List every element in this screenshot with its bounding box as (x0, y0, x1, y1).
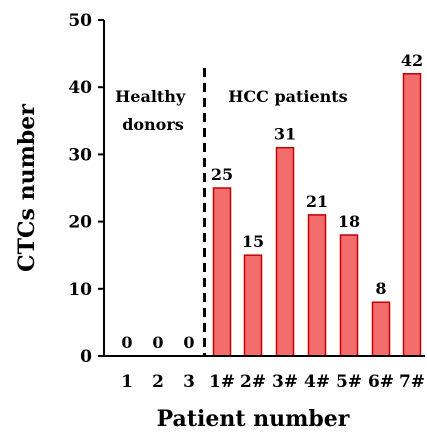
data-label: 25 (211, 165, 233, 184)
data-label: 8 (375, 279, 386, 298)
x-tick-label: 1 (121, 372, 133, 392)
data-label: 31 (274, 125, 296, 144)
bar-6# (371, 301, 391, 357)
bar-7# (402, 73, 422, 357)
y-tick-label: 20 (68, 213, 92, 233)
x-tick-label: 3# (272, 372, 298, 392)
data-label: 21 (306, 192, 328, 211)
group-label-hcc-patients: HCC patients (228, 87, 347, 106)
x-tick-label: 4# (304, 372, 330, 392)
x-axis-ticks: 1 2 3 1# 2# 3# 4# 5# 6# 7# (121, 372, 425, 392)
x-tick-label: 3 (183, 372, 195, 392)
y-axis-ticks: 0 10 20 30 40 50 (68, 11, 104, 367)
y-tick-label: 0 (80, 347, 92, 367)
data-label: 15 (242, 232, 264, 251)
x-tick-label: 2 (152, 372, 164, 392)
bar-4# (307, 214, 327, 357)
data-label: 0 (152, 333, 163, 352)
data-label: 42 (401, 51, 423, 70)
y-tick-label: 10 (68, 280, 92, 300)
y-tick-label: 30 (68, 145, 92, 165)
y-tick-label: 50 (68, 11, 92, 31)
bars-group (212, 73, 422, 357)
x-tick-label: 2# (240, 372, 266, 392)
data-label: 0 (121, 333, 132, 352)
group-label-healthy-line1: Healthy (115, 87, 186, 106)
bar-1# (212, 187, 232, 357)
y-tick-label: 40 (68, 78, 92, 98)
bar-5# (339, 234, 359, 357)
group-label-healthy-line2: donors (122, 115, 184, 134)
x-tick-label: 1# (209, 372, 235, 392)
x-tick-label: 5# (336, 372, 362, 392)
data-label: 0 (183, 333, 194, 352)
group-label-healthy-donors: Healthy donors (115, 87, 191, 134)
bar-2# (243, 254, 263, 357)
bar-3# (275, 146, 295, 357)
x-tick-label: 6# (368, 372, 394, 392)
y-axis-title: CTCs number (14, 104, 40, 272)
data-labels-group: 0 0 0 25 15 31 21 18 8 42 (121, 51, 423, 352)
data-label: 18 (338, 212, 360, 231)
x-tick-label: 7# (399, 372, 425, 392)
x-axis-title: Patient number (157, 406, 350, 432)
